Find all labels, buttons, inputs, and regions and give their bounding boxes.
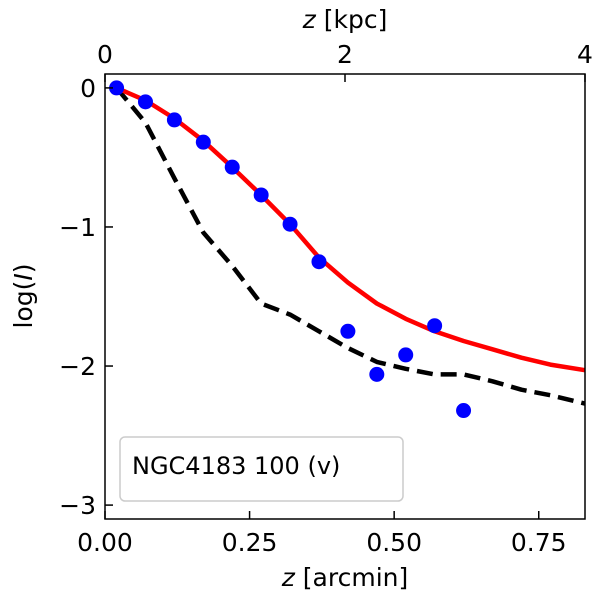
y-tick-label: 0 [80, 74, 96, 103]
x-axis-title: z [arcmin] [281, 563, 409, 592]
top-tick-label: 4 [577, 40, 593, 69]
y-axis-title-post: ) [9, 263, 38, 273]
data-point [253, 187, 269, 203]
x-tick-label: 0.50 [366, 528, 422, 557]
top-axis-title-unit: [kpc] [316, 5, 388, 34]
data-point [166, 112, 182, 128]
legend-box [119, 436, 404, 502]
data-point [340, 323, 356, 339]
data-point [456, 403, 472, 419]
y-axis-title: log(I) [9, 263, 38, 328]
y-tick-label: −3 [59, 491, 96, 520]
data-point [224, 159, 240, 175]
series-line-psf [114, 86, 586, 406]
series-layer [109, 80, 586, 419]
x-tick-label: 0.25 [222, 528, 278, 557]
y-tick-label: −1 [59, 213, 96, 242]
data-point [369, 366, 385, 382]
series-line-model [115, 85, 586, 373]
y-axis-title-var: I [9, 273, 38, 280]
legend-label: NGC4183 100 (v) [132, 452, 340, 480]
x-tick-label: 0.00 [77, 528, 133, 557]
y-axis-title-pre: log( [9, 281, 38, 329]
data-point [282, 216, 298, 232]
x-axis-title-var: z [281, 563, 296, 592]
data-point [137, 94, 153, 110]
top-axis-title-var: z [302, 5, 317, 34]
data-point [311, 254, 327, 270]
ticks-layer: 0.00 0.25 0.50 0.75 0 2 4 0 −1 −2 −3 [59, 40, 593, 557]
plot-frame [104, 73, 586, 520]
x-axis-title-unit: [arcmin] [295, 563, 408, 592]
data-point [109, 80, 125, 96]
data-point [427, 318, 443, 334]
top-axis-title: z [kpc] [302, 5, 388, 34]
y-tick-label: −2 [59, 352, 96, 381]
top-tick-label: 2 [337, 40, 353, 69]
x-tick-label: 0.75 [511, 528, 567, 557]
legend: NGC4183 100 (v) [119, 436, 404, 502]
data-point [195, 134, 211, 150]
top-tick-label: 0 [97, 40, 113, 69]
data-point [398, 347, 414, 363]
